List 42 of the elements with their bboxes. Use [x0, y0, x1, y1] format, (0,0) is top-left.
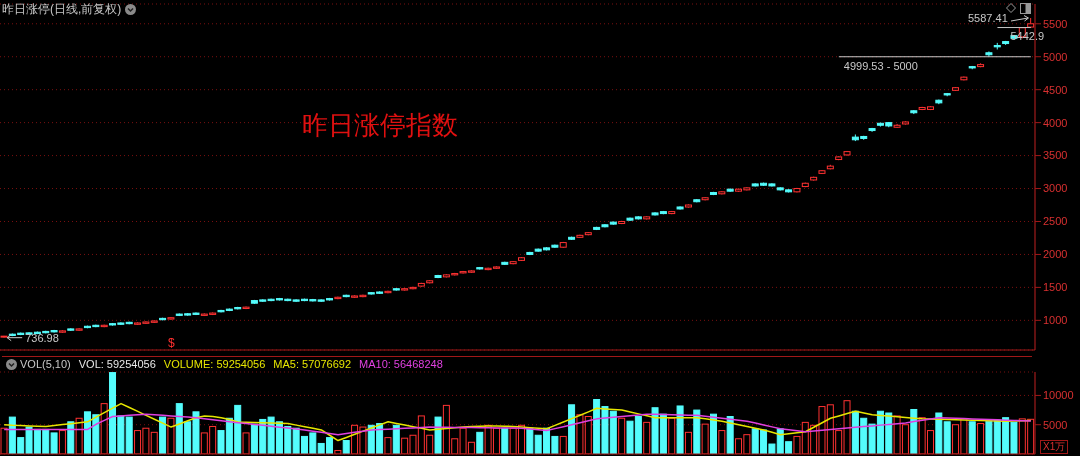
line-series: [3, 413, 1032, 436]
bar: [159, 416, 167, 454]
text: VOLUME: 59254056: [163, 358, 266, 370]
y-tick-label: 10000: [1043, 389, 1074, 402]
bar: [943, 421, 951, 454]
ref-line-label: 4999.53 - 5000: [843, 59, 918, 72]
ref-line-label: 5442.9: [1010, 30, 1045, 43]
annotation: $: [168, 336, 175, 350]
y-tick-label: 3500: [1043, 149, 1068, 162]
bar: [935, 412, 943, 454]
bar: [726, 416, 734, 454]
text: VOL: 59254056: [78, 358, 156, 370]
bar: [342, 440, 350, 454]
y-tick-label: 1500: [1043, 281, 1068, 294]
y-tick-label: 2000: [1043, 248, 1068, 261]
annotation: 736.98: [25, 331, 59, 344]
bar: [501, 427, 509, 454]
bar: [67, 421, 75, 454]
bar: [392, 424, 400, 454]
y-tick-label: 5000: [1043, 418, 1068, 431]
bar: [910, 408, 918, 454]
annotation: 昨日涨停指数: [302, 110, 458, 142]
y-tick-label: 4500: [1043, 83, 1068, 96]
text: MA5: 57076692: [273, 358, 352, 370]
y-tick-label: 1000: [1043, 314, 1068, 327]
y-tick-label: 5500: [1043, 17, 1068, 30]
bar: [568, 404, 576, 454]
y-axis-title: X1万: [1040, 440, 1069, 454]
annotation: 5587.41: [968, 12, 1008, 24]
bar: [476, 431, 484, 454]
chart-title: VOL(5,10): [20, 358, 71, 370]
bar: [676, 405, 684, 454]
y-tick-label: 3000: [1043, 182, 1068, 195]
bar: [709, 413, 717, 454]
bar: [434, 416, 442, 454]
bar: [693, 409, 701, 454]
y-tick-label: 4000: [1043, 116, 1068, 129]
text: MA10: 56468248: [359, 358, 443, 370]
y-tick-label: 2500: [1043, 215, 1068, 228]
y-tick-label: 5000: [1043, 50, 1068, 63]
bar: [968, 421, 976, 454]
chart-title: 昨日涨停(日线,前复权): [2, 1, 122, 18]
